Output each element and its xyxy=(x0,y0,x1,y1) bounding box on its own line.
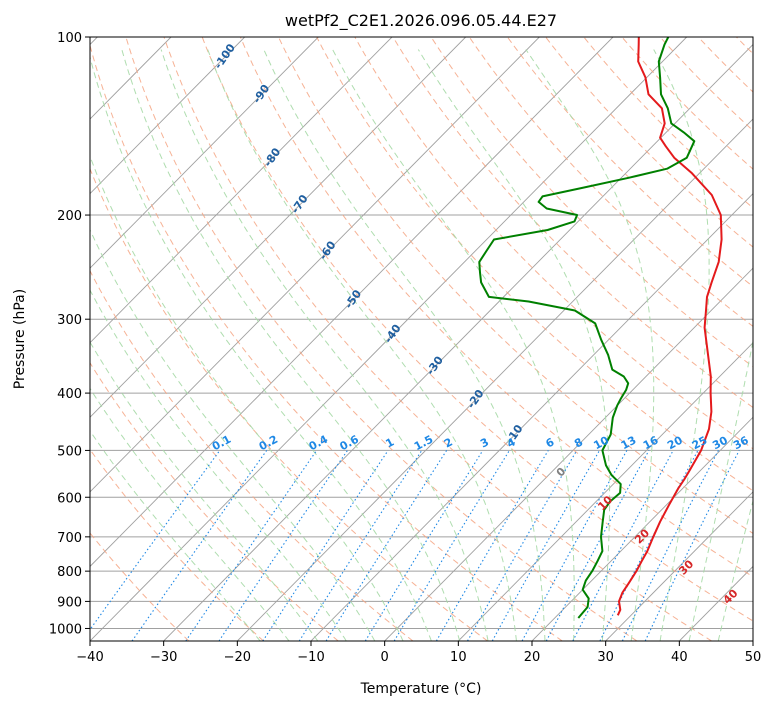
x-tick-label: −40 xyxy=(76,650,103,665)
moist-adiabat-line xyxy=(717,498,753,641)
mixing-ratio-label: 20 xyxy=(665,433,685,452)
dry-adiabat-line xyxy=(201,37,753,622)
x-tick-label: 30 xyxy=(597,650,614,665)
moist-adiabat-line xyxy=(90,387,290,641)
mixing-ratio-line xyxy=(298,450,423,641)
mixing-ratio-label: 10 xyxy=(591,433,611,452)
isotherm-line xyxy=(90,37,614,568)
y-tick-label: 100 xyxy=(57,31,82,46)
mixing-ratio-lines xyxy=(90,450,740,641)
x-axis-label: Temperature (°C) xyxy=(360,681,482,697)
x-tick-label: 0 xyxy=(381,650,389,665)
isotherm-line xyxy=(384,267,753,641)
mixing-ratio-line xyxy=(218,450,348,641)
y-tick-label: 700 xyxy=(57,531,82,546)
mixing-ratio-line xyxy=(491,450,600,641)
moist-adiabat-line xyxy=(263,49,546,641)
moist-adiabat-line xyxy=(90,55,432,641)
mixing-ratio-label: 36 xyxy=(731,433,751,452)
y-axis-ticks: 1000 900 800 700 600 500 400 300 200 100 xyxy=(49,31,90,637)
dry-adiabat-line xyxy=(239,37,753,578)
isotherm-line xyxy=(90,37,540,493)
moist-adiabat-line xyxy=(417,49,611,641)
mixing-ratio-line xyxy=(90,450,221,631)
x-tick-label: −10 xyxy=(297,650,324,665)
dry-adiabat-line xyxy=(90,167,488,641)
y-tick-label: 200 xyxy=(57,209,82,224)
moist-adiabats xyxy=(90,49,753,641)
mixing-ratio-line xyxy=(364,450,484,641)
y-tick-label: 800 xyxy=(57,565,82,580)
y-tick-label: 300 xyxy=(57,313,82,328)
profile-lines xyxy=(478,37,723,619)
isotherm-line xyxy=(90,37,246,195)
temperature-line xyxy=(616,37,723,616)
dry-adiabats xyxy=(90,37,753,641)
moist-adiabat-line xyxy=(90,154,404,641)
dry-adiabat-line xyxy=(125,37,638,641)
mixing-ratio-label: 30 xyxy=(710,433,730,452)
mixing-ratio-line xyxy=(545,450,650,641)
x-tick-label: −20 xyxy=(224,650,251,665)
dry-adiabat-line xyxy=(90,448,264,641)
x-axis-ticks: −40 −30 −20 −10 0 10 20 30 40 50 xyxy=(76,641,761,665)
y-tick-label: 600 xyxy=(57,491,82,506)
x-tick-label: 20 xyxy=(524,650,541,665)
chart-title: wetPf2_C2E1.2026.096.05.44.E27 xyxy=(285,11,557,31)
moist-adiabat-line xyxy=(90,289,347,641)
mixing-ratio-label: 16 xyxy=(641,433,661,452)
isotherm-line xyxy=(90,37,319,269)
dry-adiabat-line xyxy=(90,269,414,641)
mixing-ratio-label: 13 xyxy=(619,434,639,453)
moist-adiabat-line xyxy=(121,49,461,641)
y-axis-label: Pressure (hPa) xyxy=(12,289,28,389)
dry-adiabat-line xyxy=(430,37,753,368)
x-tick-label: 40 xyxy=(671,650,688,665)
moist-adiabat-line xyxy=(90,430,261,641)
mixing-ratio-line xyxy=(262,450,389,641)
moist-adiabat-line xyxy=(90,228,376,641)
dry-adiabat-line xyxy=(545,37,753,248)
moist-adiabat-line xyxy=(90,341,319,641)
isotherm-line xyxy=(90,37,467,418)
moist-adiabat-line xyxy=(160,49,489,641)
mixing-ratio-line xyxy=(185,450,318,641)
isotherm-line xyxy=(605,491,753,641)
moist-adiabat-line xyxy=(525,49,655,641)
moist-adiabat-line xyxy=(653,49,710,641)
mixing-ratio-line xyxy=(521,450,628,641)
dry-adiabat-line xyxy=(278,37,753,534)
isotherm-line xyxy=(458,342,753,641)
isotherm-line xyxy=(90,37,688,641)
dry-adiabat-line xyxy=(583,37,753,209)
isotherm-line xyxy=(237,118,753,641)
isotherm-line xyxy=(531,416,753,641)
y-tick-label: 1000 xyxy=(49,622,82,637)
x-tick-label: 10 xyxy=(450,650,467,665)
y-tick-label: 400 xyxy=(57,387,82,402)
x-tick-label: −30 xyxy=(150,650,177,665)
dry-adiabat-line xyxy=(392,37,753,409)
moist-adiabat-line xyxy=(332,49,575,641)
dewpoint-line xyxy=(478,37,696,619)
y-tick-label: 900 xyxy=(57,595,82,610)
x-tick-label: 50 xyxy=(745,650,762,665)
moist-adiabat-line xyxy=(207,49,517,641)
mixing-ratio-label: 25 xyxy=(690,434,710,453)
mixing-ratio-line xyxy=(621,450,719,641)
dry-adiabat-line xyxy=(163,37,712,641)
moist-adiabat-line xyxy=(688,338,753,641)
mixing-ratio-line xyxy=(131,450,268,641)
y-tick-label: 500 xyxy=(57,444,82,459)
isotherm-line xyxy=(90,37,393,344)
plot-frame xyxy=(89,36,754,642)
dry-adiabat-line xyxy=(354,37,753,450)
